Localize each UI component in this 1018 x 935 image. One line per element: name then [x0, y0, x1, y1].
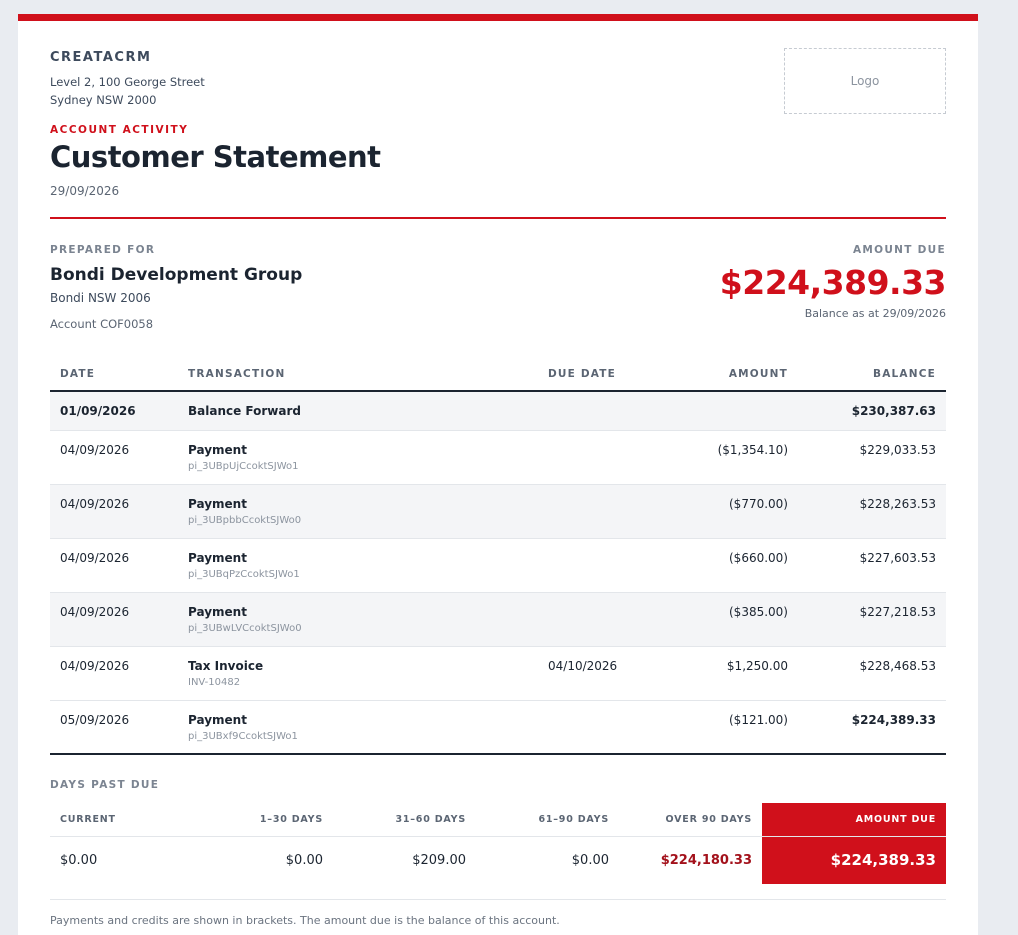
row-reference: pi_3UBqPzCcoktSJWo1 [188, 568, 300, 580]
row-title: Tax Invoice [188, 658, 264, 673]
row-date: 04/09/2026 [50, 430, 178, 485]
amount-due-note: Balance as at 29/09/2026 [804, 307, 946, 320]
document-title: Customer Statement [50, 140, 381, 174]
row-due-date [538, 592, 668, 647]
row-reference: pi_3UBwLVCcoktSJWo0 [188, 622, 302, 634]
row-amount: ($660.00) [668, 538, 798, 593]
row-date: 04/09/2026 [50, 538, 178, 593]
col-header-amount: AMOUNT [668, 357, 798, 392]
row-balance: $227,218.53 [798, 592, 946, 647]
aging-current: $0.00 [60, 852, 98, 868]
transactions-table: DATE TRANSACTION DUE DATE AMOUNT BALANCE… [50, 357, 946, 755]
aging-31-60: $209.00 [412, 852, 466, 868]
aging-header-row: CURRENT 1–30 DAYS 31–60 DAYS 61–90 DAYS … [50, 803, 946, 837]
row-transaction: Payment pi_3UBpbbCcoktSJWo0 [178, 484, 538, 539]
row-amount [668, 391, 798, 431]
row-due-date [538, 391, 668, 431]
row-balance: $228,263.53 [798, 484, 946, 539]
row-date: 04/09/2026 [50, 484, 178, 539]
row-reference: pi_3UBpUjCcoktSJWo1 [188, 460, 299, 472]
aging-over-90: $224,180.33 [660, 852, 752, 868]
row-date: 05/09/2026 [50, 700, 178, 755]
row-title: Payment [188, 604, 247, 619]
aging-header-1-30: 1–30 DAYS [190, 803, 333, 837]
row-balance: $228,468.53 [798, 646, 946, 701]
row-transaction: Payment pi_3UBwLVCcoktSJWo0 [178, 592, 538, 647]
row-amount: ($385.00) [668, 592, 798, 647]
row-date: 01/09/2026 [50, 391, 178, 431]
document-date: 29/09/2026 [50, 184, 120, 198]
aging-amount-due: $224,389.33 [762, 836, 946, 884]
prepared-for-label: PREPARED FOR [50, 244, 156, 256]
row-reference: INV-10482 [188, 676, 241, 688]
transactions-header-row: DATE TRANSACTION DUE DATE AMOUNT BALANCE [50, 357, 946, 392]
row-due-date [538, 430, 668, 485]
col-header-date: DATE [50, 357, 178, 392]
row-transaction: Balance Forward [178, 391, 538, 431]
row-title: Payment [188, 550, 247, 565]
table-row: 04/09/2026 Payment pi_3UBpUjCcoktSJWo1 (… [50, 430, 946, 485]
aging-values-row: $0.00 $0.00 $209.00 $0.00 $224,180.33 $2… [50, 836, 946, 884]
aging-61-90: $0.00 [571, 852, 609, 868]
company-address-line2: Sydney NSW 2000 [50, 93, 157, 107]
company-address: Level 2, 100 George Street Sydney NSW 20… [50, 73, 205, 109]
row-due-date: 04/10/2026 [538, 646, 668, 701]
row-amount: ($1,354.10) [668, 430, 798, 485]
footer-divider [50, 899, 946, 900]
statement-page: CREATACRM Level 2, 100 George Street Syd… [18, 14, 978, 935]
amount-due-value: $224,389.33 [719, 263, 947, 302]
col-header-due-date: DUE DATE [538, 357, 668, 392]
aging-table: CURRENT 1–30 DAYS 31–60 DAYS 61–90 DAYS … [50, 803, 946, 884]
row-reference: pi_3UBpbbCcoktSJWo0 [188, 514, 302, 526]
table-row: 05/09/2026 Payment pi_3UBxf9CcoktSJWo1 (… [50, 700, 946, 755]
row-title: Payment [188, 712, 247, 727]
logo-placeholder: Logo [784, 48, 946, 114]
aging-header-31-60: 31–60 DAYS [333, 803, 476, 837]
row-date: 04/09/2026 [50, 592, 178, 647]
col-header-balance: BALANCE [798, 357, 946, 392]
row-due-date [538, 538, 668, 593]
amount-due-label: AMOUNT DUE [852, 244, 946, 256]
row-balance: $230,387.63 [798, 391, 946, 431]
row-due-date [538, 700, 668, 755]
row-title: Payment [188, 496, 247, 511]
table-row: 04/09/2026 Tax Invoice INV-10482 04/10/2… [50, 646, 946, 701]
aging-header-over-90: OVER 90 DAYS [619, 803, 762, 837]
table-row: 04/09/2026 Payment pi_3UBwLVCcoktSJWo0 (… [50, 592, 946, 647]
row-balance: $224,389.33 [798, 700, 946, 755]
days-past-due-label: DAYS PAST DUE [50, 779, 160, 791]
row-reference: pi_3UBxf9CcoktSJWo1 [188, 730, 298, 742]
row-balance: $227,603.53 [798, 538, 946, 593]
row-due-date [538, 484, 668, 539]
header-divider [50, 217, 946, 219]
customer-name: Bondi Development Group [50, 265, 303, 285]
table-row: 04/09/2026 Payment pi_3UBpbbCcoktSJWo0 (… [50, 484, 946, 539]
row-amount: $1,250.00 [668, 646, 798, 701]
row-balance: $229,033.53 [798, 430, 946, 485]
row-date: 04/09/2026 [50, 646, 178, 701]
table-row: 04/09/2026 Payment pi_3UBqPzCcoktSJWo1 (… [50, 538, 946, 593]
customer-address: Bondi NSW 2006 [50, 291, 151, 305]
row-transaction: Payment pi_3UBxf9CcoktSJWo1 [178, 700, 538, 755]
aging-header-current: CURRENT [50, 803, 190, 837]
aging-header-amount-due: AMOUNT DUE [762, 803, 946, 837]
aging-header-61-90: 61–90 DAYS [476, 803, 619, 837]
row-amount: ($770.00) [668, 484, 798, 539]
row-amount: ($121.00) [668, 700, 798, 755]
table-row: 01/09/2026 Balance Forward $230,387.63 [50, 391, 946, 431]
company-name: CREATACRM [50, 50, 152, 65]
company-address-line1: Level 2, 100 George Street [50, 75, 205, 89]
row-title: Payment [188, 442, 247, 457]
row-transaction: Payment pi_3UBpUjCcoktSJWo1 [178, 430, 538, 485]
footer-note: Payments and credits are shown in bracke… [50, 914, 560, 927]
document-eyebrow: ACCOUNT ACTIVITY [50, 124, 189, 136]
row-transaction: Payment pi_3UBqPzCcoktSJWo1 [178, 538, 538, 593]
row-transaction: Tax Invoice INV-10482 [178, 646, 538, 701]
row-title: Balance Forward [188, 404, 301, 418]
customer-account: Account COF0058 [50, 317, 154, 331]
aging-1-30: $0.00 [285, 852, 323, 868]
col-header-transaction: TRANSACTION [178, 357, 538, 392]
